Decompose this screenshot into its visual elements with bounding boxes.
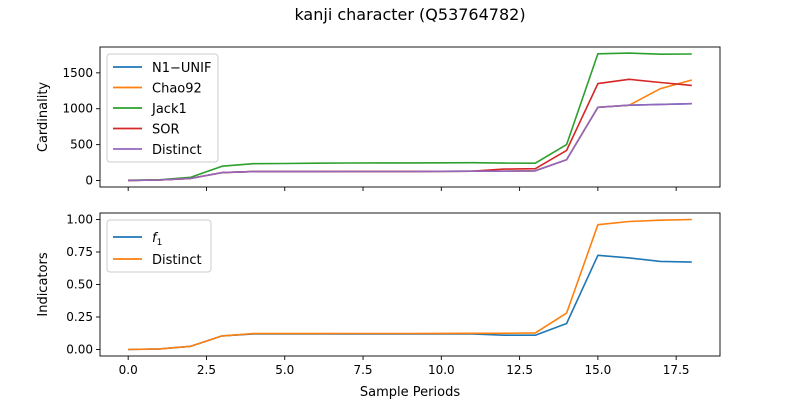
y-tick-label: 0.00 — [66, 343, 93, 357]
x-tick-label: 2.5 — [197, 363, 216, 377]
y-tick-label: 0.75 — [66, 245, 93, 259]
series-line-0-2 — [128, 52, 692, 181]
x-tick-label: 5.0 — [275, 363, 294, 377]
y-axis-label: Indicators — [36, 252, 51, 316]
legend-label: Jack1 — [151, 102, 187, 117]
legend-label: N1−UNIF — [152, 61, 211, 76]
y-tick-label: 1000 — [62, 102, 93, 116]
x-axis-label: Sample Periods — [360, 385, 460, 400]
indicators-panel: 0.0 2.5 5.0 7.5 10.0 12.5 15.0 17.5 0.00 0.25 0.50… — [36, 213, 721, 400]
figure-title: kanji character (Q53764782) — [294, 5, 525, 24]
legend-label: Distinct — [152, 143, 202, 158]
y-tick-label: 0 — [85, 174, 93, 188]
legend-label: Distinct — [152, 253, 202, 268]
y-tick-label: 0.25 — [66, 310, 93, 324]
x-tick-label: 12.5 — [506, 363, 533, 377]
x-tick-label: 0.0 — [119, 363, 138, 377]
x-tick-label: 15.0 — [585, 363, 612, 377]
x-tick-label: 10.0 — [428, 363, 455, 377]
x-tick-label: 7.5 — [353, 363, 372, 377]
axes-frame — [99, 46, 721, 188]
x-tick-label: 17.5 — [663, 363, 690, 377]
legend-box — [106, 53, 219, 163]
legend-label: Chao92 — [152, 82, 202, 97]
legend-label: f1 — [152, 231, 162, 248]
series-line-1-0 — [128, 254, 692, 351]
series-line-0-4 — [128, 102, 692, 182]
y-tick-label: 1.00 — [66, 213, 93, 227]
y-tick-label: 1500 — [62, 66, 93, 80]
legend-label: SOR — [152, 123, 180, 138]
y-tick-label: 500 — [70, 138, 93, 152]
y-tick-label: 0.50 — [66, 278, 93, 292]
series-line-1-1 — [128, 218, 692, 351]
y-axis-label: Cardinality — [36, 82, 51, 153]
cardinality-panel: 0 500 1000 1500 Cardinality N1−UNIF Chao92 Jack… — [36, 46, 721, 191]
